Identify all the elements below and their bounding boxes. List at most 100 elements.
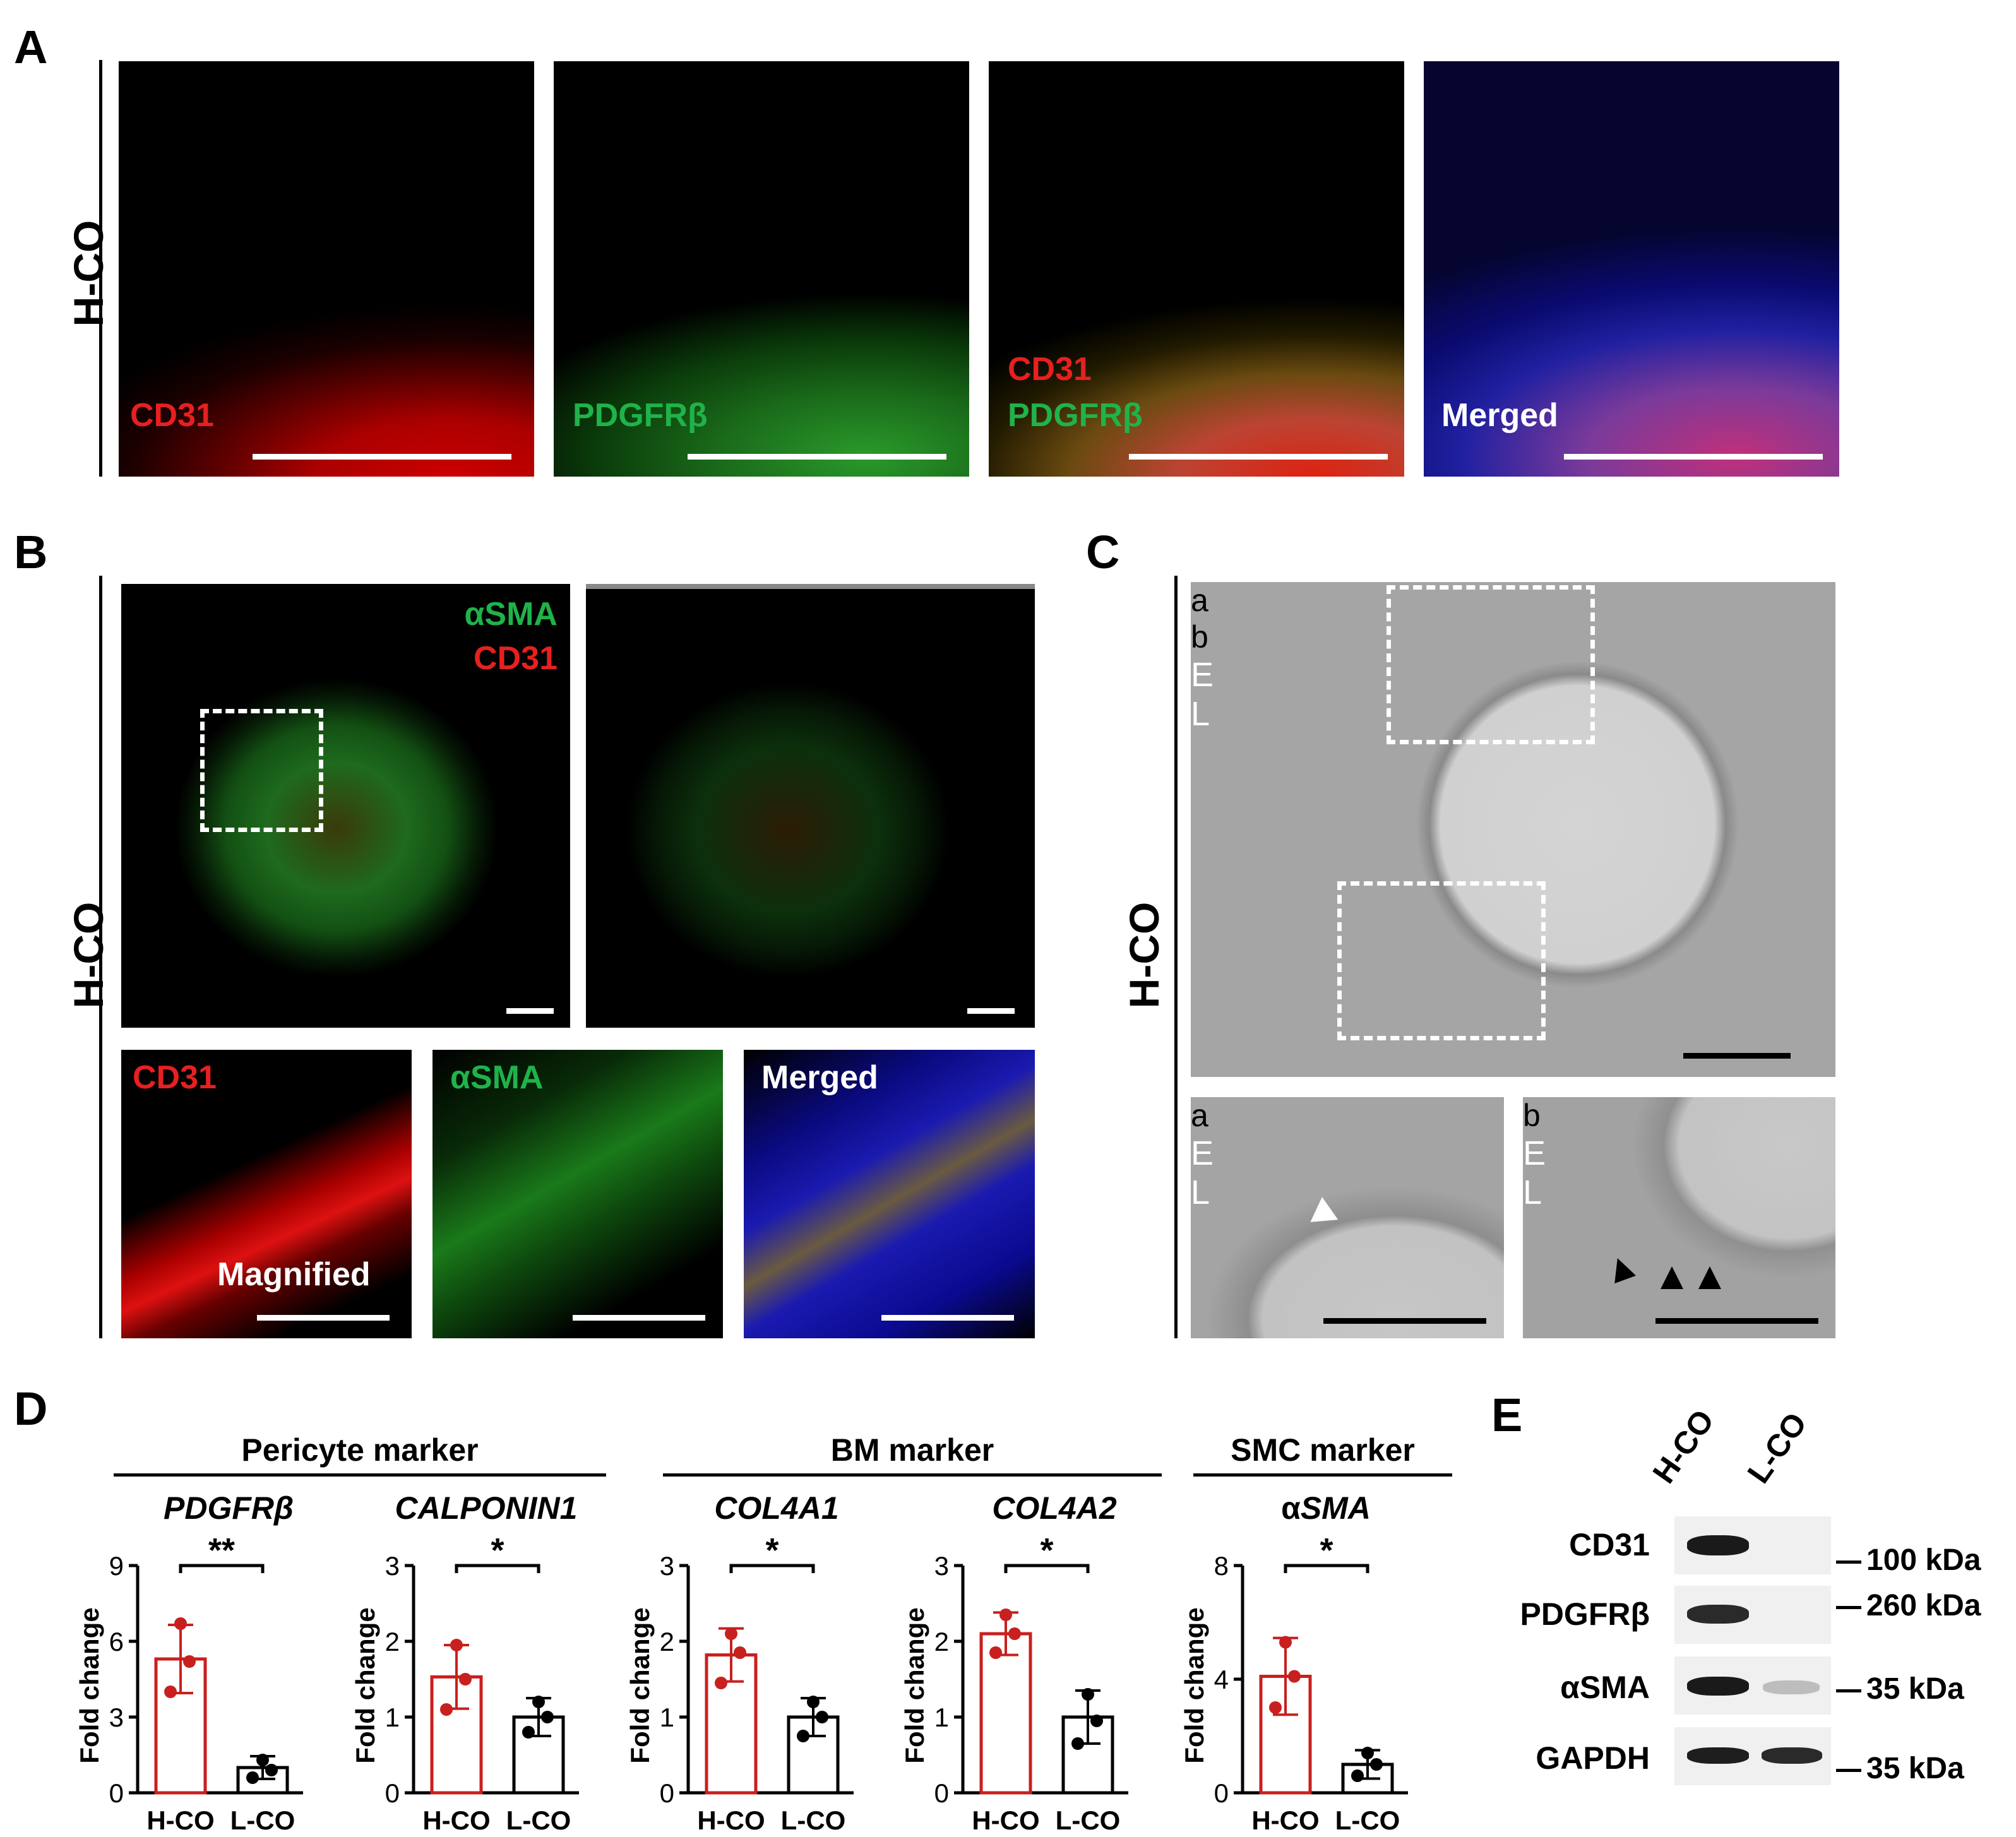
group-title-smc: SMC marker <box>1231 1432 1415 1468</box>
data-point <box>164 1685 177 1698</box>
panel-a-merged-label: Merged <box>1441 397 1558 434</box>
y-tick-label: 9 <box>109 1551 124 1581</box>
group-title-pericyte: Pericyte marker <box>241 1432 479 1468</box>
arrowhead-icon <box>1698 1266 1721 1289</box>
panel-c-tem-detail-b: b E L <box>1523 1097 1835 1338</box>
panel-c-tem-detail-a: a E L <box>1191 1097 1504 1338</box>
significance-label: * <box>1320 1531 1333 1569</box>
panel-a-image-cd31: CD31 <box>119 61 534 477</box>
x-tick-label: L-CO <box>781 1805 846 1835</box>
data-point <box>522 1726 535 1739</box>
group-underline-bm <box>663 1473 1162 1477</box>
y-tick-label: 4 <box>1214 1665 1229 1694</box>
panel-a-pdgfrb-label: PDGFRβ <box>573 397 708 434</box>
scale-bar <box>1683 1053 1791 1059</box>
panel-b-magnified-sub-label: Magnified <box>217 1256 371 1293</box>
data-point <box>715 1677 727 1689</box>
group-underline-smc <box>1193 1473 1452 1477</box>
data-point <box>989 1646 1002 1659</box>
detail-b-lumen-label: L <box>1523 1174 1542 1211</box>
bar-h-co <box>154 1657 207 1795</box>
panel-a-cd31-label: CD31 <box>130 397 214 434</box>
data-point <box>246 1771 259 1784</box>
data-point <box>797 1730 809 1742</box>
panel-c-tem-overview: a b E L <box>1191 582 1835 1077</box>
wb-band <box>1687 1747 1749 1764</box>
data-point <box>1351 1769 1364 1782</box>
bar-h-co <box>979 1632 1032 1795</box>
data-point <box>734 1646 746 1659</box>
data-point <box>1090 1715 1103 1727</box>
scale-bar <box>1655 1318 1818 1324</box>
significance-label: * <box>491 1531 504 1569</box>
wb-size-cd31: 100 kDa <box>1836 1545 1981 1576</box>
detail-a-lumen-label: L <box>1191 1174 1210 1211</box>
scale-bar <box>506 1008 554 1014</box>
data-point <box>450 1639 463 1651</box>
gene-label-asma-prefix: α <box>1281 1490 1301 1526</box>
y-axis-label: Fold change <box>350 1607 380 1763</box>
y-tick-label: 1 <box>934 1703 949 1732</box>
panel-b-magnified-asma: αSMA <box>432 1050 723 1338</box>
region-box-b <box>1337 881 1546 1040</box>
y-tick-label: 2 <box>660 1627 674 1656</box>
scale-bar <box>881 1315 1014 1321</box>
y-tick-label: 0 <box>385 1778 400 1808</box>
data-point <box>532 1696 545 1708</box>
data-point <box>1071 1737 1084 1750</box>
data-point <box>256 1754 269 1766</box>
y-tick-label: 3 <box>660 1551 674 1581</box>
wb-blot-cd31 <box>1674 1516 1831 1574</box>
wb-protein-cd31: CD31 <box>1569 1527 1650 1562</box>
y-axis-label: Fold change <box>625 1607 655 1763</box>
panel-a-overlay-label-cd31: CD31 <box>1008 351 1092 388</box>
wb-blot-asma <box>1674 1656 1831 1715</box>
data-point <box>440 1703 453 1716</box>
arrowhead-icon <box>1661 1266 1683 1289</box>
y-tick-label: 3 <box>934 1551 949 1581</box>
x-tick-label: H-CO <box>972 1805 1039 1835</box>
data-point <box>1279 1636 1292 1649</box>
data-point <box>1361 1747 1374 1759</box>
wb-band <box>1762 1747 1822 1764</box>
panel-c-divider <box>1174 576 1178 1338</box>
wb-blot-pdgfrb <box>1674 1586 1831 1644</box>
wb-band <box>1763 1680 1820 1694</box>
significance-bracket <box>1004 1564 1090 1573</box>
data-point <box>265 1764 278 1776</box>
bar-l-co <box>787 1715 840 1795</box>
bar-l-co <box>512 1715 565 1795</box>
data-point <box>174 1617 187 1630</box>
y-tick-label: 2 <box>385 1627 400 1656</box>
data-point <box>459 1673 472 1685</box>
panel-a-image-overlay: CD31 PDGFRβ <box>989 61 1404 477</box>
group-title-bm: BM marker <box>830 1432 994 1468</box>
data-point <box>725 1627 737 1640</box>
gene-label-asma: αSMA <box>1219 1492 1433 1524</box>
panel-label-d: D <box>14 1382 48 1435</box>
panel-label-e: E <box>1491 1389 1523 1441</box>
y-tick-label: 0 <box>660 1778 674 1808</box>
x-tick-label: H-CO <box>697 1805 765 1835</box>
bar-h-co <box>430 1675 483 1795</box>
detail-b-endothelial-label: E <box>1523 1134 1546 1172</box>
data-point <box>816 1711 828 1723</box>
data-point <box>183 1655 196 1668</box>
gene-label-col4a2: COL4A2 <box>992 1490 1117 1526</box>
y-tick-label: 1 <box>385 1703 400 1732</box>
detail-a-label: a <box>1191 1098 1208 1133</box>
y-tick-label: 6 <box>109 1627 124 1656</box>
panel-b-magnified-cd31: CD31 Magnified <box>121 1050 412 1338</box>
wb-size-cd31-text: 100 kDa <box>1866 1543 1981 1577</box>
data-point <box>541 1711 554 1723</box>
data-point <box>1082 1688 1094 1701</box>
data-point <box>1370 1758 1383 1771</box>
lane-label-hco: H-CO <box>1645 1403 1721 1490</box>
significance-bracket <box>455 1564 540 1573</box>
endothelial-cell-label: E <box>1191 656 1214 694</box>
significance-label: ** <box>208 1531 235 1569</box>
magnified-region-box <box>200 709 323 832</box>
